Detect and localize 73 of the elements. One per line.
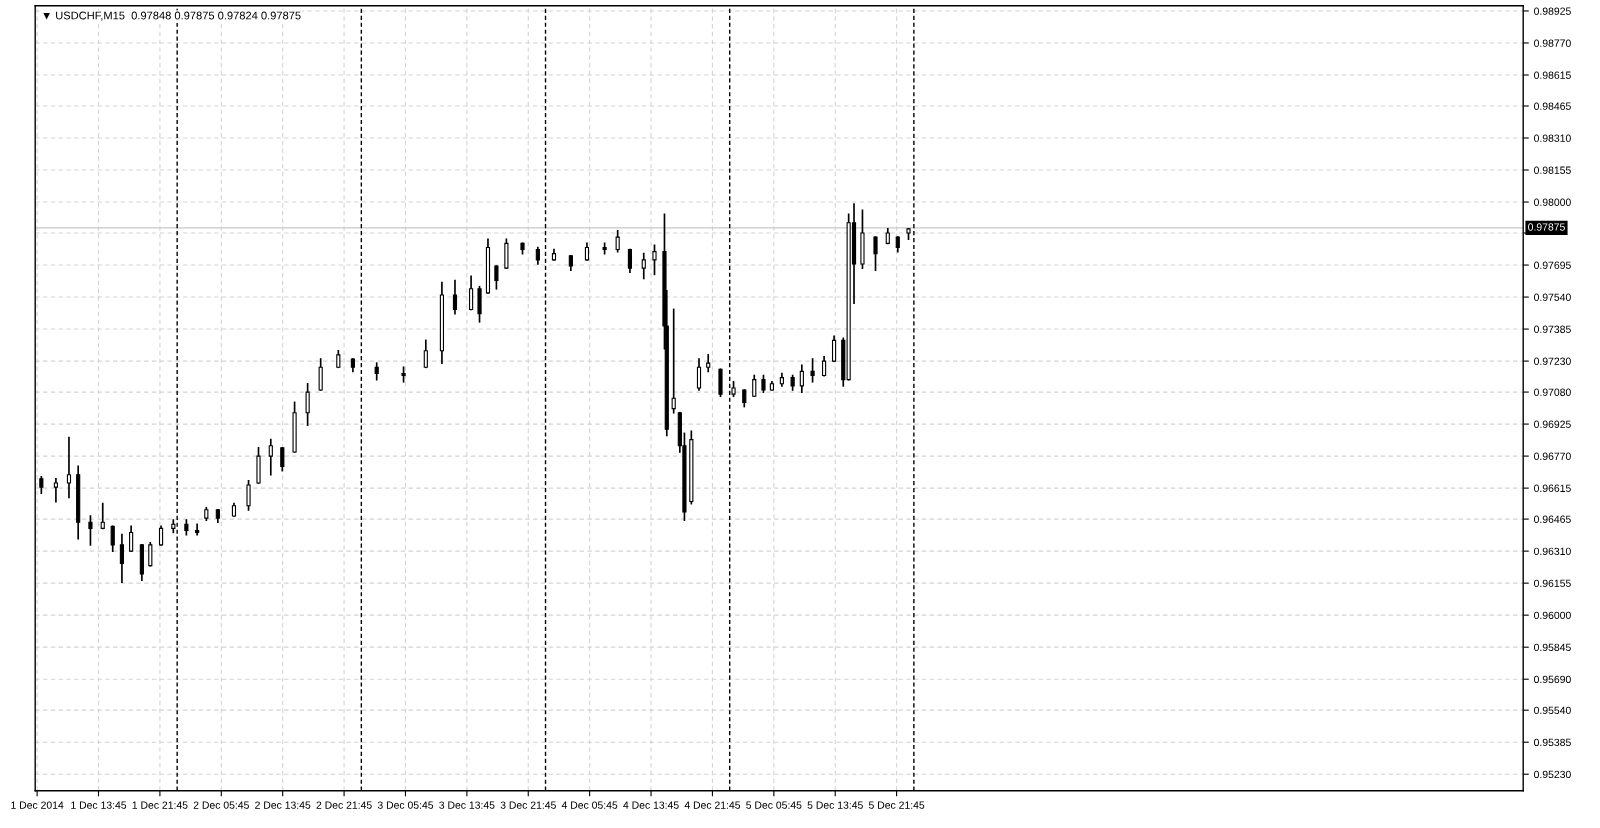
candlestick — [119, 533, 125, 583]
x-tick-label: 5 Dec 13:45 — [807, 801, 863, 809]
x-tick-label: 1 Dec 13:45 — [71, 801, 127, 809]
y-tick-label: 0.98000 — [1534, 198, 1571, 206]
x-tick-label: 3 Dec 13:45 — [439, 801, 495, 809]
x-tick-label: 5 Dec 21:45 — [868, 801, 925, 809]
y-tick-label: 0.98615 — [1534, 71, 1571, 79]
y-tick-label: 0.97695 — [1534, 261, 1571, 269]
y-tick-label: 0.96155 — [1534, 579, 1571, 588]
y-tick-label: 0.97080 — [1534, 388, 1571, 396]
x-tick-label: 2 Dec 13:45 — [255, 801, 311, 809]
y-tick-label: 0.95385 — [1534, 738, 1571, 747]
candlestick — [158, 525, 164, 546]
candlestick — [88, 515, 93, 546]
y-tick-label: 0.98770 — [1534, 39, 1571, 47]
candlestick — [706, 354, 711, 373]
y-tick-label: 0.95690 — [1534, 675, 1571, 684]
candlestick — [66, 436, 72, 499]
y-tick-label: 0.96310 — [1534, 547, 1571, 555]
candlestick — [100, 502, 105, 530]
x-tick-label: 3 Dec 05:45 — [377, 801, 434, 809]
x-tick-label: 4 Dec 05:45 — [561, 801, 618, 809]
candlestick — [873, 236, 878, 272]
candlestick — [148, 542, 153, 567]
y-tick-label: 0.96465 — [1534, 515, 1571, 523]
y-tick-label: 0.98310 — [1534, 134, 1571, 142]
candlestick — [305, 382, 310, 426]
x-tick-label: 5 Dec 05:45 — [746, 801, 802, 809]
x-tick-label: 2 Dec 05:45 — [193, 801, 249, 809]
ref-line-label: 0.97875 — [1528, 223, 1565, 231]
y-tick-label: 0.97385 — [1534, 325, 1571, 333]
y-tick-label: 0.97230 — [1534, 357, 1571, 365]
candlestick — [615, 230, 620, 253]
candlestick — [318, 358, 323, 391]
x-tick-label: 2 Dec 21:45 — [316, 801, 372, 809]
chart-title: ▼ USDCHF,M15 0.97848 0.97875 0.97824 0.97875 — [43, 11, 301, 21]
y-tick-label: 0.98925 — [1534, 7, 1571, 15]
y-tick-label: 0.96925 — [1534, 420, 1571, 428]
x-tick-label: 1 Dec 2014 — [11, 801, 64, 809]
x-tick-label: 3 Dec 21:45 — [500, 801, 556, 809]
candlestick — [652, 244, 657, 276]
candlestick — [53, 477, 59, 503]
y-tick-label: 0.95845 — [1534, 643, 1571, 652]
y-tick-label: 0.97540 — [1534, 293, 1571, 301]
y-tick-label: 0.98155 — [1534, 166, 1571, 174]
candlestick — [280, 447, 285, 472]
candlestick — [494, 265, 499, 290]
candlestick — [195, 523, 200, 536]
candlestick — [696, 358, 702, 391]
candlestick — [671, 308, 676, 414]
candlestick — [641, 252, 646, 280]
candlestick — [268, 438, 273, 476]
candlestick — [799, 364, 804, 393]
candlestick — [110, 525, 115, 552]
candlestick — [246, 480, 251, 511]
x-tick-label: 4 Dec 13:45 — [623, 801, 679, 809]
candlestick — [822, 356, 827, 377]
candlestick — [129, 525, 134, 552]
y-tick-label: 0.96770 — [1534, 452, 1571, 460]
candlestick — [423, 339, 428, 369]
y-tick-label: 0.96615 — [1534, 484, 1571, 492]
y-tick-label: 0.95230 — [1534, 770, 1571, 779]
x-tick-label: 1 Dec 21:45 — [132, 801, 188, 809]
candlestick — [452, 279, 458, 315]
y-tick-label: 0.96000 — [1534, 611, 1571, 620]
candlestick — [627, 248, 633, 274]
candlestick — [831, 335, 837, 362]
x-tick-label: 4 Dec 21:45 — [684, 801, 741, 809]
candlestick — [752, 374, 757, 398]
y-tick-label: 0.95540 — [1534, 706, 1571, 715]
candlestick — [468, 275, 474, 311]
candlestick — [810, 358, 815, 383]
y-tick-label: 0.98465 — [1534, 102, 1571, 110]
